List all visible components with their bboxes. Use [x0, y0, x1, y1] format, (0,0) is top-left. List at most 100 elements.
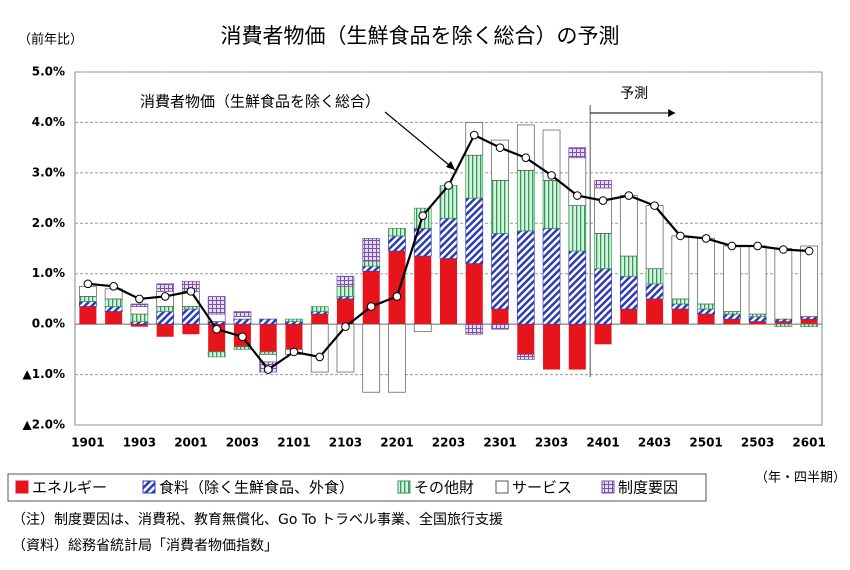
- bar-segment: [259, 324, 277, 352]
- legend-swatch: [15, 480, 29, 494]
- legend-swatch: [142, 480, 156, 494]
- bar-segment: [645, 283, 664, 300]
- x-tick-label: 2401: [586, 436, 619, 450]
- y-tick-label: ▲1.0%: [22, 367, 65, 381]
- bar-segment: [491, 309, 509, 325]
- bar-segment: [646, 298, 664, 325]
- bar-segment: [671, 309, 689, 325]
- x-tick-label: 2003: [226, 436, 259, 450]
- x-tick-label: 2501: [689, 436, 722, 450]
- bar-segment: [414, 256, 432, 325]
- bar-segment: [774, 318, 793, 322]
- cpi-point: [804, 246, 814, 256]
- bar-segment: [594, 180, 612, 189]
- bar-segment: [79, 301, 97, 307]
- bar-segment: [671, 303, 690, 310]
- annotation-arrow: [384, 111, 456, 171]
- x-tick-label: 2303: [535, 436, 568, 450]
- cpi-point: [341, 322, 350, 331]
- cpi-point: [212, 324, 221, 334]
- cpi-point: [598, 196, 608, 205]
- cpi-point: [366, 302, 376, 311]
- bar-segment: [491, 180, 509, 234]
- bar-segment: [594, 233, 612, 270]
- bar-segment: [439, 217, 458, 259]
- bar-segment: [362, 323, 381, 393]
- bar-segment: [311, 314, 329, 325]
- bar-segment: [465, 323, 484, 335]
- bar-segment: [439, 258, 458, 325]
- bar-segment: [130, 321, 149, 325]
- cpi-point: [624, 191, 634, 200]
- bar-segment: [465, 154, 484, 199]
- y-tick-label: 2.0%: [32, 216, 65, 230]
- bar-segment: [800, 245, 818, 317]
- legend-label: 食料（除く生鮮食品、外食）: [159, 479, 354, 497]
- forecast-arrowhead: [668, 109, 676, 117]
- bar-segment: [156, 283, 175, 292]
- x-tick-label: 2001: [174, 436, 207, 450]
- bar-segment: [388, 227, 406, 237]
- cpi-point: [160, 292, 170, 301]
- x-tick-label: 2503: [741, 436, 774, 450]
- bar-segment: [568, 324, 586, 370]
- bar-segment: [542, 227, 561, 325]
- legend-label: サービス: [512, 479, 572, 497]
- bar-segment: [259, 351, 278, 355]
- bar-segment: [285, 318, 303, 322]
- bar-segment: [259, 318, 278, 325]
- bar-segment: [723, 319, 741, 325]
- plot-frame: [74, 71, 823, 426]
- bar-segment: [285, 321, 303, 325]
- cpi-point: [521, 153, 531, 163]
- bar-segment: [362, 265, 381, 272]
- x-tick-label: 1901: [71, 436, 104, 450]
- bar-segment: [516, 230, 535, 325]
- cpi-point: [109, 282, 118, 291]
- bar-segment: [748, 245, 767, 315]
- note: （資料）総務省統計局「消費者物価指数」: [12, 538, 278, 554]
- bar-segment: [619, 195, 638, 257]
- cpi-point: [444, 181, 453, 190]
- x-tick-label: 2403: [638, 436, 671, 450]
- bar-segment: [362, 238, 381, 262]
- bar-segment: [697, 238, 715, 305]
- cpi-point: [469, 130, 479, 140]
- cpi-point: [418, 211, 428, 221]
- bar-segment: [749, 321, 767, 325]
- bar-segment: [79, 306, 97, 325]
- bar-segment: [182, 306, 200, 310]
- bar-segment: [182, 308, 200, 325]
- legend-label: その他財: [414, 479, 474, 497]
- bar-segment: [516, 354, 535, 360]
- bar-segment: [182, 324, 200, 335]
- bar-segment: [516, 124, 535, 171]
- bar-segment: [130, 306, 149, 315]
- y-tick-label: 4.0%: [32, 115, 65, 129]
- bar-segment: [774, 321, 792, 325]
- legend-swatch: [397, 480, 411, 494]
- bar-segment: [594, 268, 612, 325]
- x-tick-label: 2103: [329, 436, 362, 450]
- cpi-point: [135, 294, 144, 304]
- y-tick-label: ▲2.0%: [22, 418, 65, 432]
- bar-segment: [722, 245, 741, 312]
- bar-segment: [156, 324, 174, 337]
- bar-segment: [104, 306, 123, 312]
- y-tick-label: 5.0%: [32, 65, 65, 79]
- cpi-point: [186, 287, 196, 296]
- bar-segment: [619, 275, 638, 310]
- legend-swatch: [601, 480, 615, 494]
- bar-segment: [233, 318, 252, 325]
- bar-segment: [130, 313, 149, 322]
- bar-segment: [800, 323, 818, 328]
- cpi-point: [650, 201, 659, 210]
- bar-segment: [542, 180, 561, 229]
- x-tick-label: 2201: [380, 436, 413, 450]
- bar-segment: [79, 296, 97, 302]
- bar-segment: [491, 323, 509, 330]
- y-axis-label: （前年比）: [18, 32, 83, 48]
- bar-segment: [310, 306, 329, 312]
- cpi-point: [753, 241, 762, 251]
